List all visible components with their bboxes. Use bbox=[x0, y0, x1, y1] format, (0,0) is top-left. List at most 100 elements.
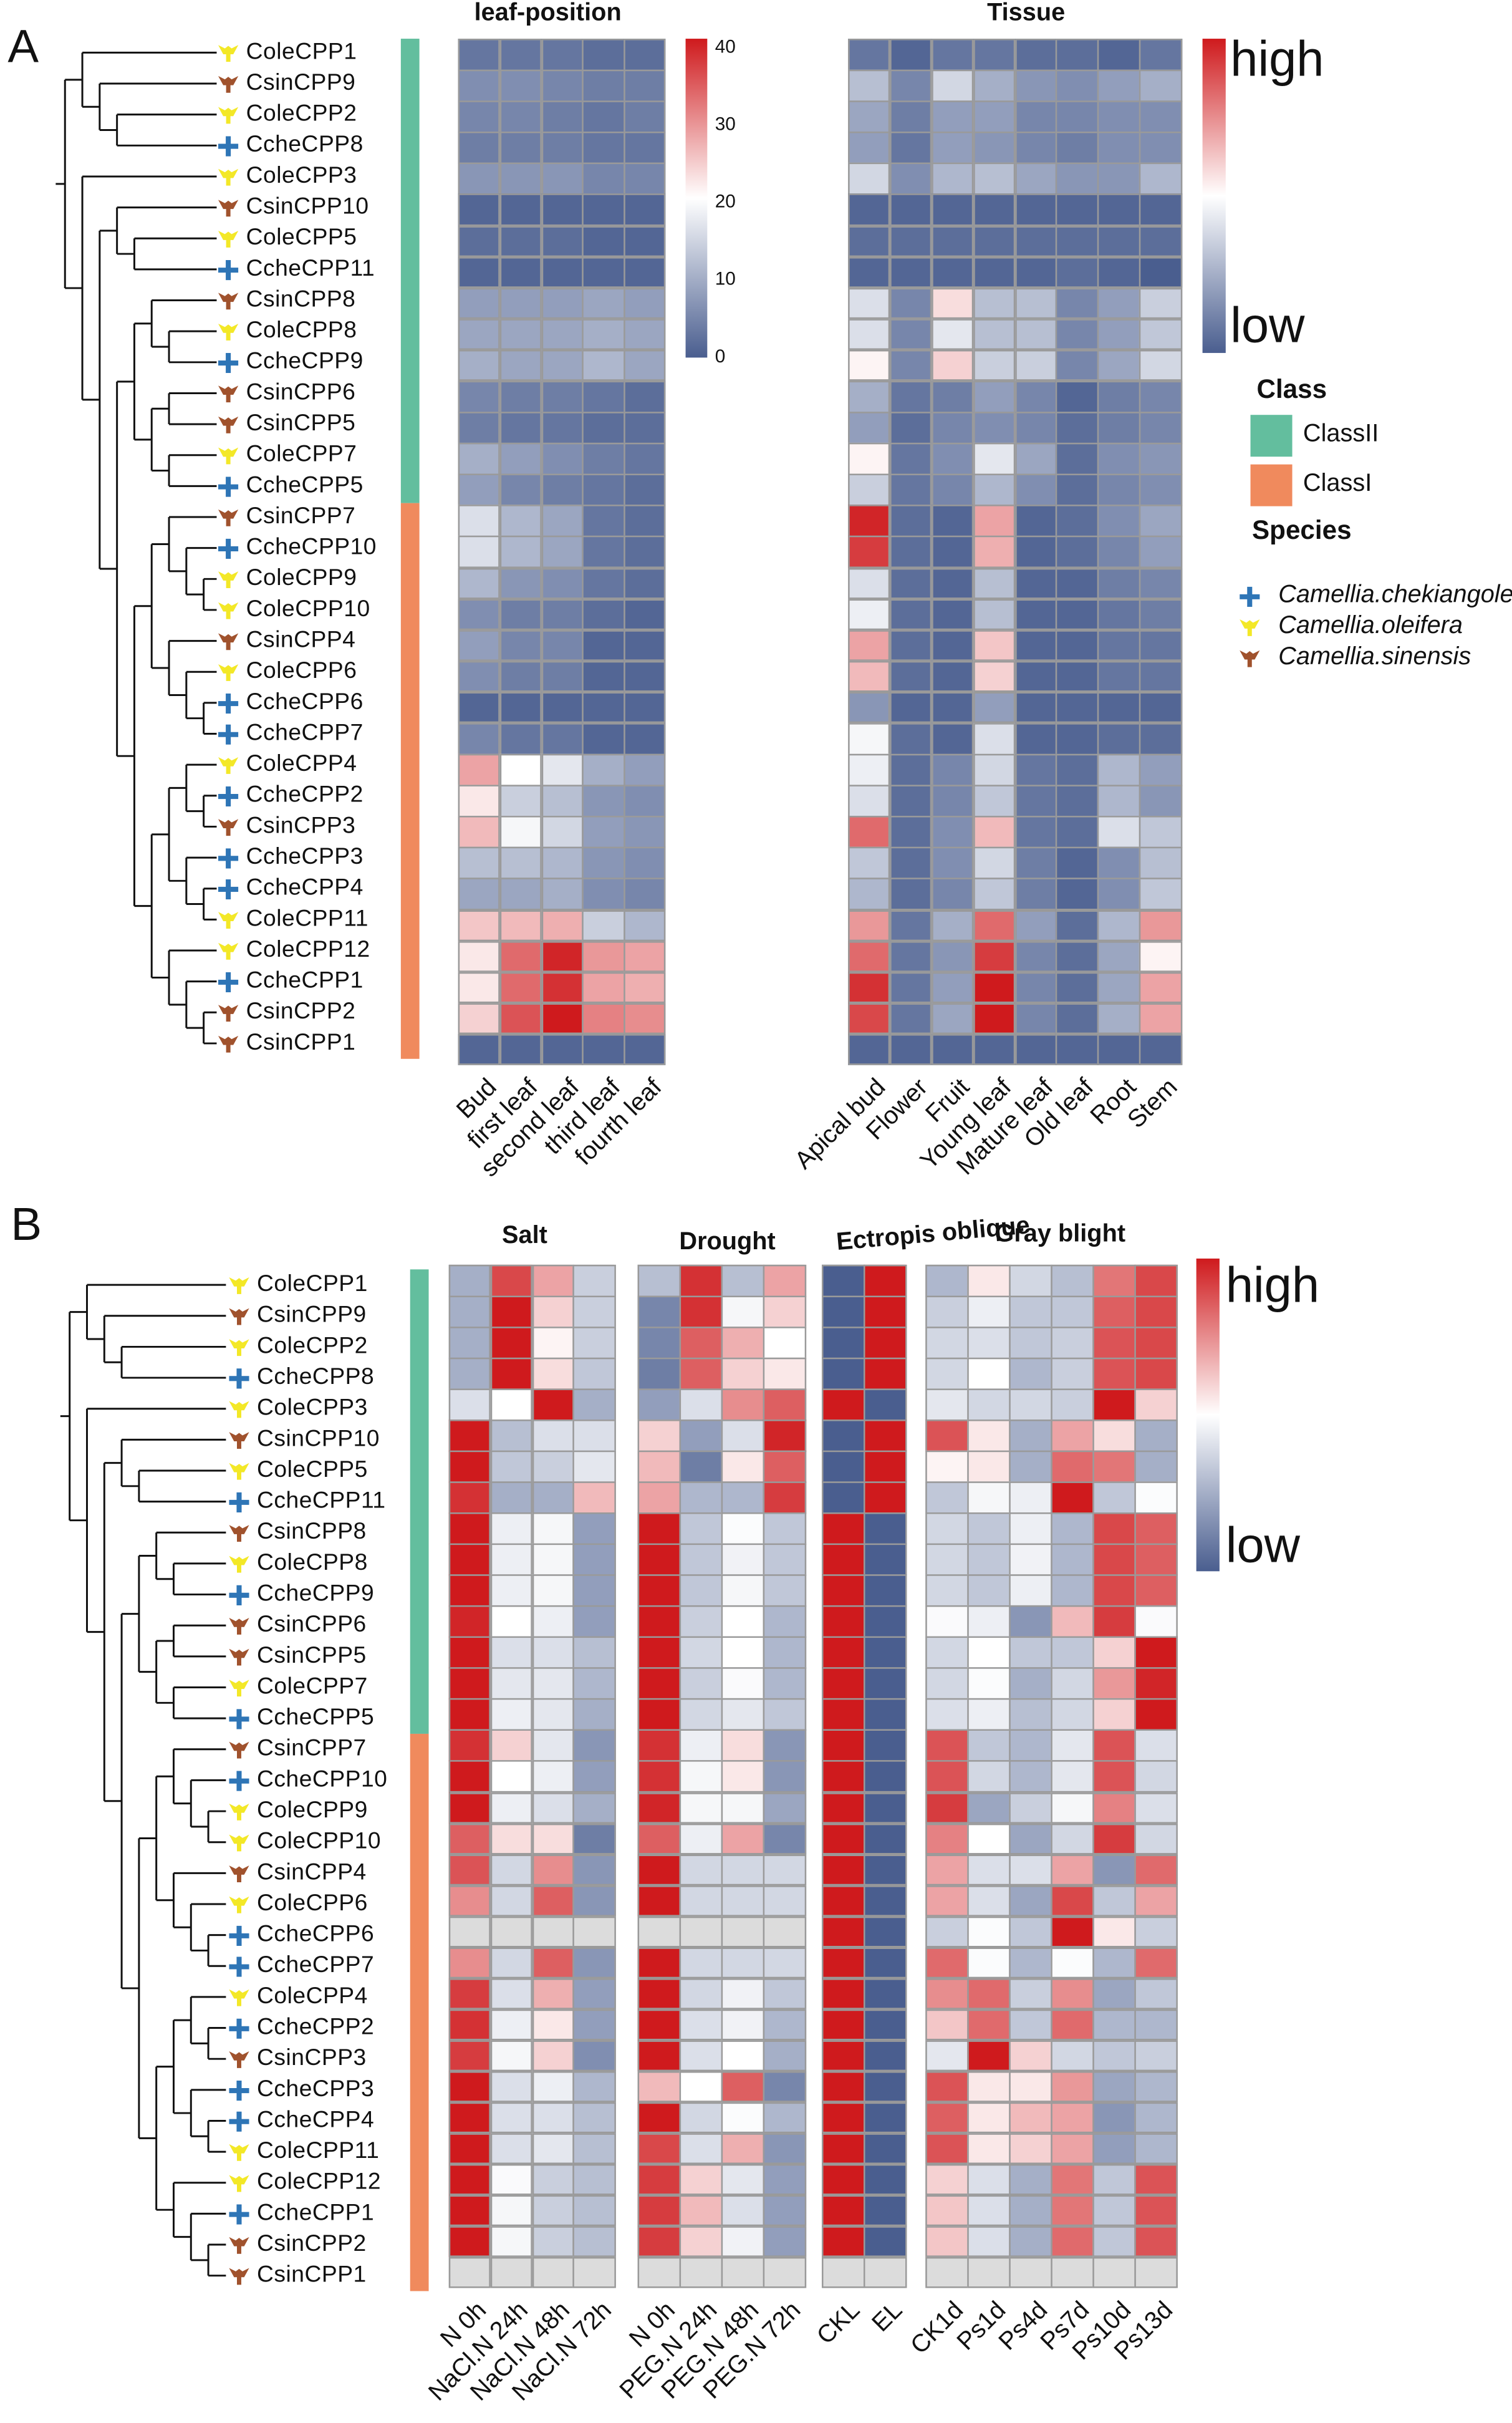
heatmap-cell bbox=[1097, 349, 1140, 382]
heatmap-cell bbox=[490, 2226, 532, 2258]
heatmap-cell bbox=[541, 412, 584, 444]
heatmap-cell bbox=[490, 1947, 532, 1979]
heatmap-cell bbox=[973, 132, 1016, 164]
heatmap-cell bbox=[931, 660, 974, 693]
heatmap-cell bbox=[531, 1419, 574, 1452]
heatmap-cell bbox=[1139, 39, 1182, 71]
heatmap-cell bbox=[458, 785, 501, 817]
heatmap-cell bbox=[499, 474, 542, 506]
heatmap-cell bbox=[1139, 443, 1182, 475]
heatmap-cell bbox=[931, 505, 974, 538]
heatmap-cell bbox=[531, 2102, 574, 2134]
heatmap-cell bbox=[582, 412, 625, 444]
heatmap-cell bbox=[889, 132, 932, 164]
heatmap-cell bbox=[721, 1327, 764, 1359]
heatmap-cell bbox=[490, 1388, 532, 1421]
heatmap-cell bbox=[931, 412, 974, 444]
heatmap-cell bbox=[490, 1978, 532, 2010]
heatmap-cell bbox=[1097, 412, 1140, 444]
color-key-tick-label: 40 bbox=[715, 36, 736, 57]
tissue-color-key bbox=[1202, 39, 1226, 353]
heatmap-cell bbox=[931, 318, 974, 351]
heatmap-cell bbox=[541, 474, 584, 506]
heatmap-cell bbox=[1014, 941, 1057, 973]
heatmap-cell bbox=[541, 941, 584, 973]
heatmap-cell bbox=[541, 723, 584, 755]
heatmap-cell bbox=[624, 474, 667, 506]
heatmap-cell bbox=[448, 1698, 491, 1731]
heatmap-cell bbox=[1139, 412, 1182, 444]
heatmap-cell bbox=[1139, 225, 1182, 258]
heatmap-cell bbox=[458, 972, 501, 1004]
heatmap-cell bbox=[1097, 69, 1140, 102]
heatmap-cell bbox=[458, 567, 501, 599]
heatmap-cell bbox=[1014, 785, 1057, 817]
heatmap-cell bbox=[572, 1327, 615, 1359]
heatmap-cell bbox=[889, 443, 932, 475]
heatmap-cell bbox=[572, 2009, 615, 2041]
heatmap-cell bbox=[1097, 847, 1140, 879]
color-key-tick-label: 0 bbox=[715, 345, 726, 367]
heatmap-cell bbox=[889, 100, 932, 133]
heatmap-cell bbox=[889, 785, 932, 817]
heatmap-cell bbox=[931, 753, 974, 786]
heatmap-cell bbox=[1139, 349, 1182, 382]
heatmap-cell bbox=[448, 1947, 491, 1979]
heatmap-cell bbox=[448, 1264, 491, 1297]
heatmap-cell bbox=[582, 753, 625, 786]
heatmap-cell bbox=[541, 753, 584, 786]
heatmap-cell bbox=[1014, 318, 1057, 351]
heatmap-cell bbox=[499, 443, 542, 475]
heatmap-cell bbox=[1056, 412, 1099, 444]
heatmap-cell bbox=[1056, 100, 1099, 133]
heatmap-cell bbox=[448, 1295, 491, 1328]
heatmap-cell bbox=[448, 2226, 491, 2258]
heatmap-cell bbox=[1139, 785, 1182, 817]
heatmap-cell bbox=[973, 598, 1016, 631]
heatmap-cell bbox=[490, 1451, 532, 1483]
heatmap-cell bbox=[458, 474, 501, 506]
heatmap-cell bbox=[1097, 753, 1140, 786]
heatmap-cell bbox=[1056, 847, 1099, 879]
heatmap-cell bbox=[1139, 318, 1182, 351]
heatmap-cell bbox=[848, 692, 891, 724]
heatmap-cell bbox=[1014, 816, 1057, 848]
heatmap-cell bbox=[1139, 474, 1182, 506]
heatmap-cell bbox=[889, 163, 932, 195]
salt-heatmap-title: Salt bbox=[502, 1222, 547, 1250]
heatmap-cell bbox=[889, 287, 932, 320]
heatmap-cell bbox=[572, 2071, 615, 2103]
heatmap-cell bbox=[1139, 163, 1182, 195]
heatmap-cell bbox=[1056, 318, 1099, 351]
heatmap-cell bbox=[1139, 629, 1182, 662]
heatmap-cell bbox=[624, 412, 667, 444]
heatmap-cell bbox=[490, 1698, 532, 1731]
heatmap-cell bbox=[572, 1885, 615, 1917]
panel-a-letter: A bbox=[7, 21, 39, 73]
heatmap-cell bbox=[889, 753, 932, 786]
leaf-color-key bbox=[685, 39, 708, 358]
heatmap-cell bbox=[582, 909, 625, 942]
heatmap-cell bbox=[1014, 660, 1057, 693]
heatmap-cell bbox=[499, 909, 542, 942]
heatmap-cell bbox=[499, 256, 542, 289]
heatmap-cell bbox=[490, 1575, 532, 1607]
heatmap-cell bbox=[1014, 69, 1057, 102]
heatmap-cell bbox=[448, 1668, 491, 1700]
heatmap-cell bbox=[624, 318, 667, 351]
heatmap-cell bbox=[1014, 505, 1057, 538]
heatmap-cell bbox=[889, 941, 932, 973]
heatmap-cell bbox=[582, 660, 625, 693]
class-legend-title: Class bbox=[1256, 374, 1327, 404]
heatmap-cell bbox=[848, 847, 891, 879]
heatmap-cell bbox=[973, 380, 1016, 413]
heatmap-cell bbox=[458, 100, 501, 133]
heatmap-cell bbox=[499, 847, 542, 879]
heatmap-cell bbox=[889, 225, 932, 258]
heatmap-cell bbox=[582, 941, 625, 973]
heatmap-cell bbox=[531, 1668, 574, 1700]
heatmap-cell bbox=[531, 1637, 574, 1669]
heatmap-cell bbox=[1056, 909, 1099, 942]
heatmap-cell bbox=[572, 1512, 615, 1545]
heatmap-cell bbox=[1139, 878, 1182, 911]
